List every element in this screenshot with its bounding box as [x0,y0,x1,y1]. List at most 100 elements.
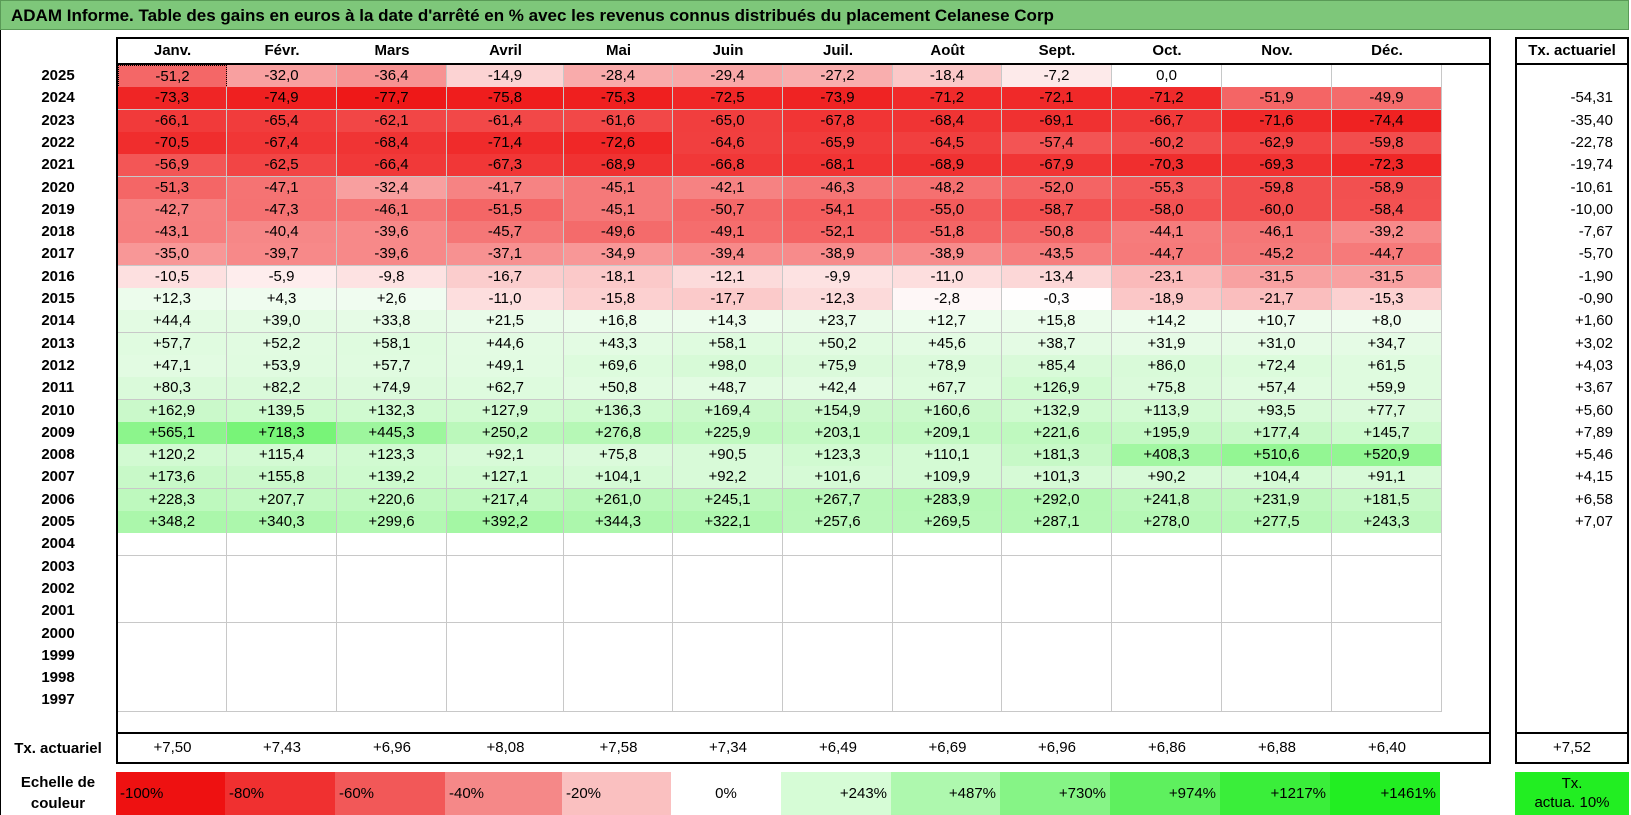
table-cell[interactable]: +53,9 [227,355,337,378]
table-cell[interactable]: -39,6 [337,243,447,266]
table-cell[interactable]: -5,9 [227,266,337,289]
table-cell[interactable]: +34,7 [1332,333,1442,356]
table-cell[interactable]: -55,3 [1112,177,1222,200]
table-cell[interactable] [1222,556,1332,579]
table-cell[interactable] [1002,578,1112,601]
table-cell[interactable] [673,645,783,668]
table-cell[interactable]: -21,7 [1222,288,1332,311]
table-cell[interactable] [337,578,447,601]
table-cell[interactable]: -68,1 [783,154,893,177]
table-cell[interactable]: -27,2 [783,65,893,88]
table-cell[interactable]: -64,5 [893,132,1002,155]
table-cell[interactable]: +209,1 [893,422,1002,445]
table-cell[interactable]: -58,4 [1332,199,1442,222]
table-cell[interactable] [783,645,893,668]
table-cell[interactable]: +220,6 [337,489,447,512]
table-cell[interactable] [337,533,447,556]
table-cell[interactable]: -51,8 [893,221,1002,244]
table-cell[interactable]: -12,1 [673,266,783,289]
table-cell[interactable]: +139,2 [337,466,447,489]
table-cell[interactable]: -51,9 [1222,87,1332,110]
table-cell[interactable]: -74,4 [1332,110,1442,133]
table-cell[interactable] [227,533,337,556]
table-cell[interactable]: -49,6 [564,221,673,244]
table-cell[interactable]: -45,1 [564,177,673,200]
table-cell[interactable]: -46,1 [1222,221,1332,244]
table-cell[interactable]: +90,5 [673,444,783,467]
table-cell[interactable] [1332,556,1442,579]
table-cell[interactable]: +261,0 [564,489,673,512]
table-cell[interactable]: +299,6 [337,511,447,534]
table-cell[interactable]: +48,7 [673,377,783,400]
table-cell[interactable]: +278,0 [1112,511,1222,534]
table-cell[interactable] [118,623,227,646]
table-cell[interactable]: -68,4 [893,110,1002,133]
table-cell[interactable]: +4,3 [227,288,337,311]
table-cell[interactable]: +23,7 [783,310,893,333]
table-cell[interactable]: -65,4 [227,110,337,133]
table-cell[interactable]: -69,3 [1222,154,1332,177]
table-cell[interactable]: +277,5 [1222,511,1332,534]
table-cell[interactable]: -69,1 [1002,110,1112,133]
table-cell[interactable]: -12,3 [783,288,893,311]
table-cell[interactable]: +31,0 [1222,333,1332,356]
table-cell[interactable] [1332,645,1442,668]
table-cell[interactable] [1002,623,1112,646]
table-cell[interactable]: +21,5 [447,310,564,333]
table-cell[interactable]: +58,1 [673,333,783,356]
table-cell[interactable]: -42,1 [673,177,783,200]
table-cell[interactable]: +2,6 [337,288,447,311]
table-cell[interactable]: +269,5 [893,511,1002,534]
table-cell[interactable]: -50,8 [1002,221,1112,244]
table-cell[interactable] [1112,689,1222,712]
table-cell[interactable] [227,645,337,668]
table-cell[interactable] [118,600,227,623]
table-cell[interactable]: -18,1 [564,266,673,289]
table-cell[interactable] [1222,645,1332,668]
table-cell[interactable] [1222,600,1332,623]
table-cell[interactable]: +225,9 [673,422,783,445]
table-cell[interactable]: +92,2 [673,466,783,489]
table-cell[interactable] [1112,667,1222,690]
table-cell[interactable] [673,623,783,646]
table-cell[interactable]: +44,6 [447,333,564,356]
table-cell[interactable]: -66,4 [337,154,447,177]
table-cell[interactable] [118,667,227,690]
table-cell[interactable]: +75,9 [783,355,893,378]
table-cell[interactable]: -51,5 [447,199,564,222]
table-cell[interactable]: -11,0 [447,288,564,311]
table-cell[interactable]: -61,4 [447,110,564,133]
table-cell[interactable]: +44,4 [118,310,227,333]
table-cell[interactable] [1332,667,1442,690]
table-cell[interactable]: +283,9 [893,489,1002,512]
table-cell[interactable] [447,578,564,601]
table-cell[interactable]: +78,9 [893,355,1002,378]
table-cell[interactable]: +181,3 [1002,444,1112,467]
table-cell[interactable]: -72,3 [1332,154,1442,177]
table-cell[interactable]: -61,6 [564,110,673,133]
table-cell[interactable]: -40,4 [227,221,337,244]
table-cell[interactable]: +80,3 [118,377,227,400]
table-cell[interactable]: +276,8 [564,422,673,445]
table-cell[interactable]: -51,2 [118,65,227,88]
table-cell[interactable]: -39,6 [337,221,447,244]
table-cell[interactable]: -66,1 [118,110,227,133]
table-cell[interactable] [1332,65,1442,88]
table-cell[interactable]: -14,9 [447,65,564,88]
table-cell[interactable] [1002,556,1112,579]
table-cell[interactable]: +101,6 [783,466,893,489]
table-cell[interactable]: +127,9 [447,400,564,423]
table-cell[interactable]: +98,0 [673,355,783,378]
table-cell[interactable]: -46,3 [783,177,893,200]
table-cell[interactable] [1002,533,1112,556]
table-cell[interactable]: +520,9 [1332,444,1442,467]
table-cell[interactable] [1332,689,1442,712]
table-cell[interactable]: -50,7 [673,199,783,222]
table-cell[interactable] [337,645,447,668]
table-cell[interactable]: -59,8 [1332,132,1442,155]
table-cell[interactable]: -35,0 [118,243,227,266]
table-cell[interactable] [564,667,673,690]
table-cell[interactable]: +173,6 [118,466,227,489]
table-cell[interactable] [783,667,893,690]
table-cell[interactable]: +110,1 [893,444,1002,467]
